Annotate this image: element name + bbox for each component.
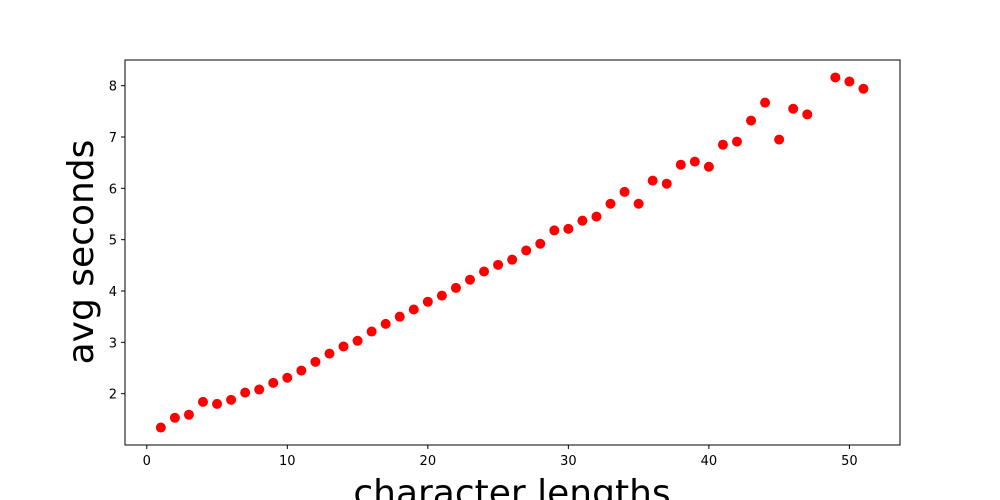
y-tick-label: 8	[109, 80, 117, 95]
x-axis-label: character lengths	[353, 473, 670, 500]
point	[844, 76, 855, 87]
y-tick-label: 5	[109, 234, 117, 249]
point	[197, 396, 208, 407]
point	[858, 83, 869, 94]
point	[563, 223, 574, 234]
point	[689, 156, 700, 167]
point	[479, 266, 490, 277]
point	[675, 159, 686, 170]
y-tick-label: 6	[109, 182, 117, 197]
point	[394, 311, 405, 322]
point	[226, 394, 237, 405]
point	[352, 335, 363, 346]
point	[422, 296, 433, 307]
point	[338, 341, 349, 352]
point	[324, 348, 335, 359]
point	[661, 178, 672, 189]
point	[366, 326, 377, 337]
point	[212, 398, 223, 409]
x-tick-label: 30	[560, 454, 577, 469]
point	[408, 304, 419, 315]
point	[450, 282, 461, 293]
x-tick-label: 50	[841, 454, 858, 469]
point	[268, 377, 279, 388]
point	[717, 139, 728, 150]
y-tick-label: 7	[109, 131, 117, 146]
point	[436, 290, 447, 301]
point	[633, 198, 644, 209]
point	[464, 274, 475, 285]
point	[183, 409, 194, 420]
point	[240, 387, 251, 398]
point	[591, 211, 602, 222]
point	[282, 372, 293, 383]
point	[380, 318, 391, 329]
x-tick-label: 40	[701, 454, 718, 469]
point	[619, 186, 630, 197]
x-tick-label: 20	[420, 454, 437, 469]
point	[169, 412, 180, 423]
point	[760, 97, 771, 108]
point	[605, 198, 616, 209]
point	[493, 259, 504, 270]
y-axis-label: avg seconds	[61, 140, 102, 365]
y-tick-label: 2	[109, 388, 117, 403]
point	[507, 254, 518, 265]
point	[788, 103, 799, 114]
point	[549, 225, 560, 236]
point	[310, 356, 321, 367]
point	[254, 384, 265, 395]
point	[647, 175, 658, 186]
point	[155, 422, 166, 433]
point	[746, 115, 757, 126]
plot-frame	[124, 59, 901, 446]
y-tick-label: 4	[109, 285, 117, 300]
point	[802, 109, 813, 120]
x-tick-label: 0	[143, 454, 151, 469]
point	[703, 161, 714, 172]
point	[577, 215, 588, 226]
point	[830, 72, 841, 83]
point	[731, 136, 742, 147]
x-tick-label: 10	[279, 454, 296, 469]
point	[521, 245, 532, 256]
point	[296, 365, 307, 376]
point	[774, 134, 785, 145]
y-tick-label: 3	[109, 336, 117, 351]
point	[535, 238, 546, 249]
